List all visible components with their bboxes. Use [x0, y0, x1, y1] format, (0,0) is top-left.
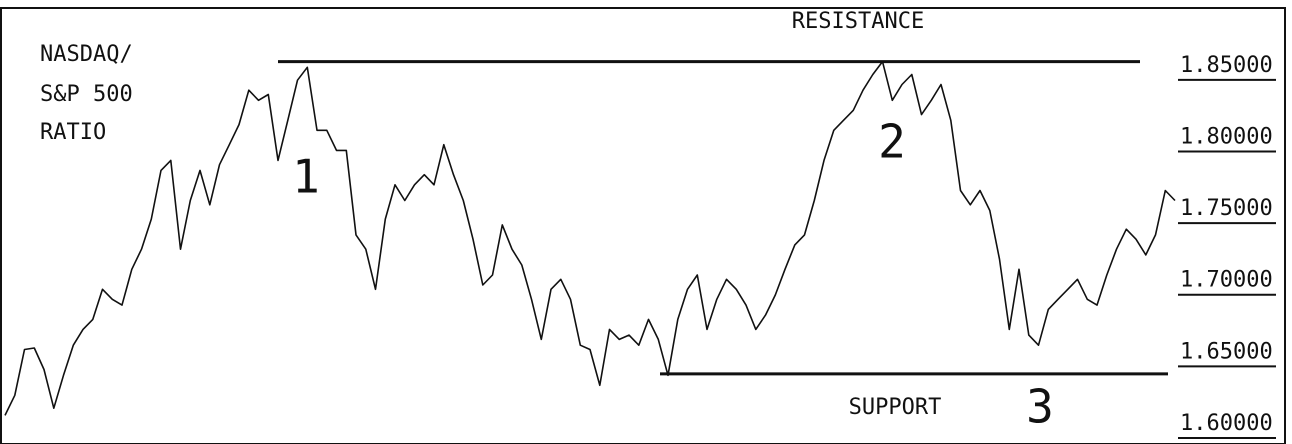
annotation: 2	[878, 115, 906, 169]
chart-title: NASDAQ/	[40, 42, 133, 67]
reference-label: RESISTANCE	[792, 9, 924, 34]
annotation: 1	[292, 150, 320, 204]
chart-title: RATIO	[40, 120, 106, 145]
y-tick-label: 1.70000	[1180, 268, 1273, 293]
y-tick-label: 1.85000	[1180, 53, 1273, 78]
y-tick-label: 1.75000	[1180, 196, 1273, 221]
annotation: 3	[1026, 380, 1054, 434]
reference-label: SUPPORT	[849, 395, 942, 420]
frame	[0, 7, 1286, 444]
y-tick-label: 1.65000	[1180, 339, 1273, 364]
y-tick-label: 1.60000	[1180, 411, 1273, 436]
line	[4, 60, 1176, 416]
y-tick-label: 1.80000	[1180, 124, 1273, 149]
chart-title: S&P 500	[40, 82, 133, 107]
